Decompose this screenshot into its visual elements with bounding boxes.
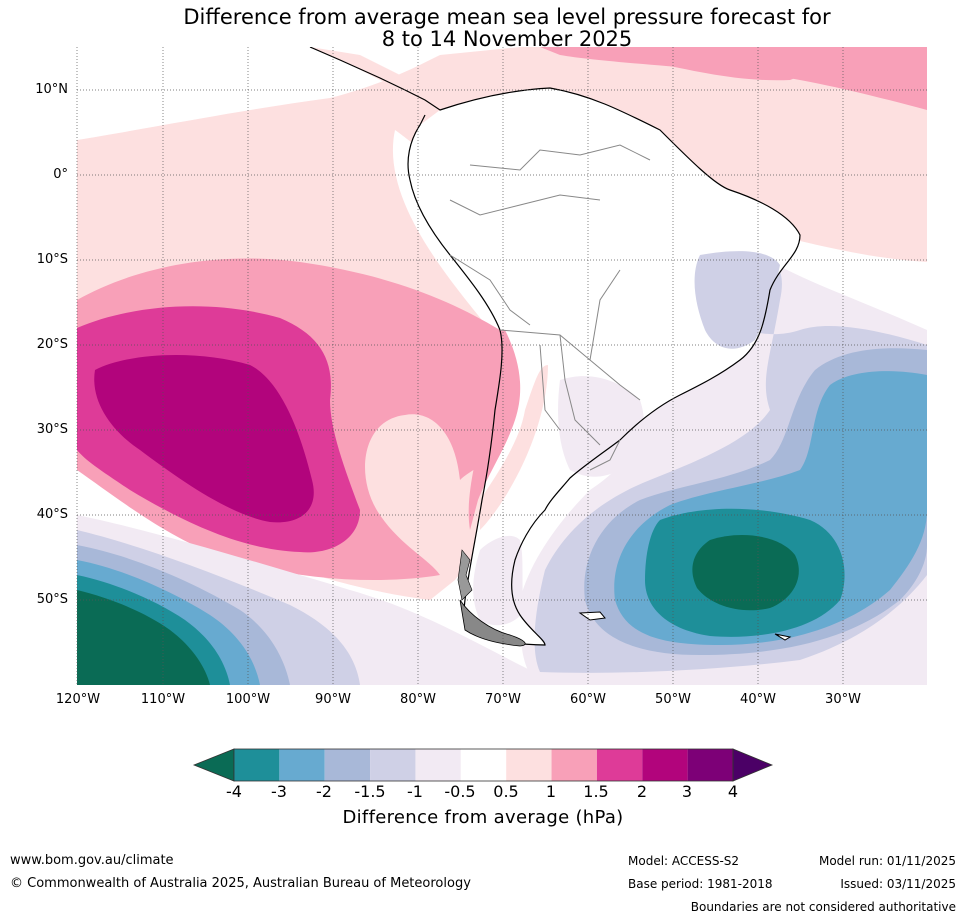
contour-sw-4: [77, 590, 210, 685]
land-pink-south: [480, 365, 548, 530]
lon-label: 40°W: [740, 692, 776, 707]
lat-label: 40°S: [36, 507, 68, 522]
lon-label: 70°W: [485, 692, 521, 707]
land-south-america: [408, 88, 800, 645]
title-line-2: 8 to 14 November 2025: [381, 27, 633, 51]
country-borders: [449, 144, 651, 471]
colorbar-tick: -4: [226, 782, 242, 801]
lat-label: 0°: [53, 167, 68, 182]
south-georgia: [774, 633, 792, 641]
lat-label: 10°S: [36, 252, 68, 267]
land-se-tint: [558, 376, 644, 477]
base-period: Base period: 1981-2018: [628, 877, 773, 891]
issued-date: Issued: 03/11/2025: [840, 877, 956, 891]
contour-neg-4: [692, 535, 799, 611]
lon-label: 60°W: [570, 692, 606, 707]
contour-tr2: [600, 47, 800, 81]
lat-label: 30°S: [36, 422, 68, 437]
colorbar-tick: -1: [407, 782, 423, 801]
lon-label: 120°W: [55, 692, 101, 707]
tierra-fuego: [459, 599, 526, 647]
lat-label: 20°S: [36, 337, 68, 352]
contour-3: [94, 354, 314, 523]
colorbar-tick: 1: [545, 782, 557, 801]
anomaly-field: [77, 47, 927, 685]
colorbar-tick: -0.5: [444, 782, 476, 801]
lon-label: 110°W: [140, 692, 186, 707]
lon-label: 30°W: [825, 692, 861, 707]
lon-label: 90°W: [315, 692, 351, 707]
lon-label: 80°W: [400, 692, 436, 707]
falklands: [578, 611, 606, 621]
coastline: [309, 47, 801, 646]
colorbar-tick: 1.5: [583, 782, 609, 801]
colorbar-tick: -2: [316, 782, 332, 801]
colorbar-tick: 3: [681, 782, 693, 801]
boundaries-note: Boundaries are not considered authoritat…: [690, 900, 956, 914]
copyright: © Commonwealth of Australia 2025, Austra…: [10, 876, 471, 891]
title-line-1: Difference from average mean sea level p…: [183, 5, 831, 29]
land-brazil-tint: [694, 251, 780, 349]
gridlines: [76, 47, 927, 685]
lon-label: 100°W: [225, 692, 271, 707]
colorbar-tick: -3: [271, 782, 287, 801]
colorbar-label: Difference from average (hPa): [342, 807, 624, 828]
model-info: Model: ACCESS-S2: [628, 854, 740, 868]
website-link[interactable]: www.bom.gov.au/climate: [10, 853, 174, 868]
lon-label: 50°W: [655, 692, 691, 707]
colorbar-tick: 4: [727, 782, 739, 801]
lat-label: 50°S: [36, 592, 68, 607]
lat-label: 10°N: [35, 82, 68, 97]
colorbar-tick: -1.5: [354, 782, 386, 801]
land-patagonia: [473, 535, 525, 626]
colorbar-tick: 2: [636, 782, 648, 801]
contour-tr: [540, 47, 927, 110]
chile-archipelago: [457, 549, 473, 601]
model-run: Model run: 01/11/2025: [818, 854, 956, 868]
colorbar-tick: 0.5: [493, 782, 519, 801]
